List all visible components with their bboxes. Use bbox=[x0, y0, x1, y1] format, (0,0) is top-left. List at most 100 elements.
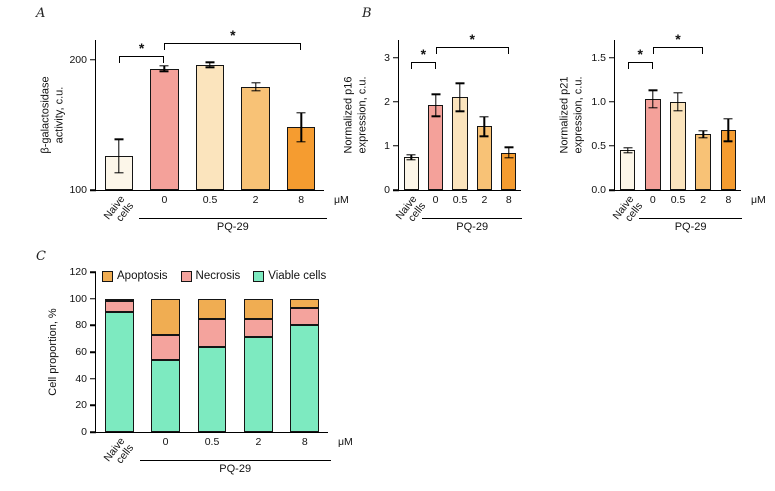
legend-swatch-icon bbox=[102, 270, 113, 282]
y-tick-mark bbox=[90, 351, 96, 353]
error-bar bbox=[626, 147, 629, 153]
y-tick-label: 60 bbox=[75, 346, 87, 358]
error-bar-cap bbox=[698, 137, 708, 139]
error-bar bbox=[118, 139, 120, 174]
group-bracket-line bbox=[138, 218, 327, 220]
x-tick-label: 2 bbox=[481, 194, 488, 206]
cell-proportion-y-axis-label: Cell proportion, % bbox=[46, 308, 59, 396]
segment-necrosis bbox=[290, 308, 320, 326]
error-bar-cap bbox=[406, 159, 416, 161]
legend-item-necrosis: Necrosis bbox=[180, 270, 240, 282]
y-tick-mark bbox=[90, 189, 96, 191]
panel-c-label: C bbox=[36, 249, 46, 264]
segment-apoptosis bbox=[244, 298, 273, 319]
error-bar-cap bbox=[251, 82, 261, 84]
x-tick-label: 8 bbox=[725, 194, 732, 206]
y-tick-label: 80 bbox=[75, 319, 87, 332]
error-bar bbox=[727, 118, 730, 142]
error-bar-cap bbox=[114, 172, 124, 174]
y-tick-label: 2 bbox=[384, 95, 390, 108]
y-tick-mark bbox=[90, 431, 96, 433]
y-tick-label: 0 bbox=[81, 426, 87, 438]
error-bar-cap bbox=[296, 141, 306, 143]
x-tick-label: 0 bbox=[432, 194, 439, 206]
y-tick-mark bbox=[609, 145, 615, 147]
segment-apoptosis bbox=[290, 298, 320, 308]
y-tick-mark bbox=[393, 101, 399, 103]
error-bar-cap bbox=[296, 112, 306, 114]
y-tick-mark bbox=[90, 324, 96, 327]
significance-bracket bbox=[164, 43, 302, 51]
x-axis-unit: μM bbox=[338, 436, 353, 448]
legend-swatch-icon bbox=[253, 270, 265, 282]
x-tick-label: 2 bbox=[700, 194, 707, 206]
segment-necrosis bbox=[197, 318, 227, 347]
error-bar-cap bbox=[479, 135, 489, 137]
y-tick-mark bbox=[90, 271, 96, 273]
p21-plot-area: 0.0 0.5 1.0 1.5 Naive cells 0 0.5 2 8 μM PQ-29 * * bbox=[591, 32, 765, 233]
p16-plot-area: 0 1 2 3 Naive cells 0 0.5 2 8 PQ-29 * * bbox=[384, 32, 523, 233]
significance-star: * bbox=[138, 39, 145, 56]
error-bar bbox=[254, 83, 257, 91]
y-tick-label: 0.5 bbox=[591, 139, 606, 152]
segment-viable-cells bbox=[290, 325, 320, 432]
error-bar bbox=[483, 116, 486, 137]
legend-label: Apoptosis bbox=[117, 270, 168, 282]
error-bar-cap bbox=[406, 154, 416, 156]
error-bar bbox=[702, 130, 704, 138]
error-bar-cap bbox=[504, 157, 514, 159]
panel-a-label: A bbox=[36, 6, 46, 21]
error-bar-cap bbox=[431, 115, 441, 118]
significance-bracket bbox=[411, 62, 436, 70]
x-tick-label: 0.5 bbox=[204, 436, 220, 448]
significance-bracket bbox=[435, 46, 509, 54]
x-tick-label: 0 bbox=[162, 436, 169, 448]
bar-0 bbox=[150, 68, 179, 190]
x-tick-label: 0.5 bbox=[670, 194, 686, 206]
y-tick-label: 0 bbox=[384, 184, 390, 196]
group-bracket-line bbox=[638, 218, 743, 220]
segment-viable-cells bbox=[197, 346, 227, 432]
group-label: PQ-29 bbox=[456, 221, 489, 233]
x-tick-label: 8 bbox=[505, 194, 512, 206]
y-tick-mark bbox=[609, 101, 615, 103]
legend-swatch-icon bbox=[180, 270, 192, 282]
error-bar bbox=[209, 62, 211, 68]
error-bar-cap bbox=[723, 140, 733, 143]
error-bar-cap bbox=[251, 90, 261, 92]
y-tick-mark bbox=[609, 189, 615, 191]
y-tick-mark bbox=[609, 56, 615, 59]
x-tick-label: 0 bbox=[649, 194, 656, 206]
significance-star: * bbox=[420, 46, 427, 63]
significance-bracket bbox=[652, 47, 704, 55]
error-bar-cap bbox=[504, 146, 514, 148]
x-axis-unit: μM bbox=[334, 194, 349, 206]
error-bar-cap bbox=[623, 146, 633, 149]
x-tick-label: 8 bbox=[301, 436, 308, 448]
error-bar-cap bbox=[673, 109, 683, 112]
x-tick-label: 2 bbox=[255, 436, 262, 448]
cell-proportion-plot-area: 0 20 40 60 80 100 120 Naive cells 0 0.5 2 8 μM PQ-29 Ap… bbox=[69, 266, 352, 475]
y-tick-mark bbox=[393, 145, 399, 147]
segment-necrosis bbox=[244, 318, 273, 338]
y-tick-mark bbox=[90, 404, 96, 407]
segment-apoptosis bbox=[197, 298, 227, 319]
y-tick-label: 200 bbox=[69, 53, 87, 66]
error-bar bbox=[300, 113, 302, 142]
y-tick-label: 3 bbox=[384, 51, 390, 64]
group-label: PQ-29 bbox=[674, 221, 707, 233]
group-bracket-line bbox=[139, 460, 331, 462]
group-label: PQ-29 bbox=[219, 463, 252, 475]
significance-star: * bbox=[675, 31, 681, 48]
error-bar-cap bbox=[114, 138, 124, 140]
error-bar-cap bbox=[479, 116, 489, 118]
x-tick-label: 2 bbox=[252, 194, 259, 206]
x-tick-label: Naive cells bbox=[101, 435, 137, 467]
legend-label: Viable cells bbox=[268, 270, 327, 282]
y-tick-label: 0.0 bbox=[591, 184, 606, 196]
y-tick-label: 1.0 bbox=[591, 95, 606, 108]
error-bar bbox=[410, 154, 412, 160]
error-bar-cap bbox=[723, 117, 733, 120]
